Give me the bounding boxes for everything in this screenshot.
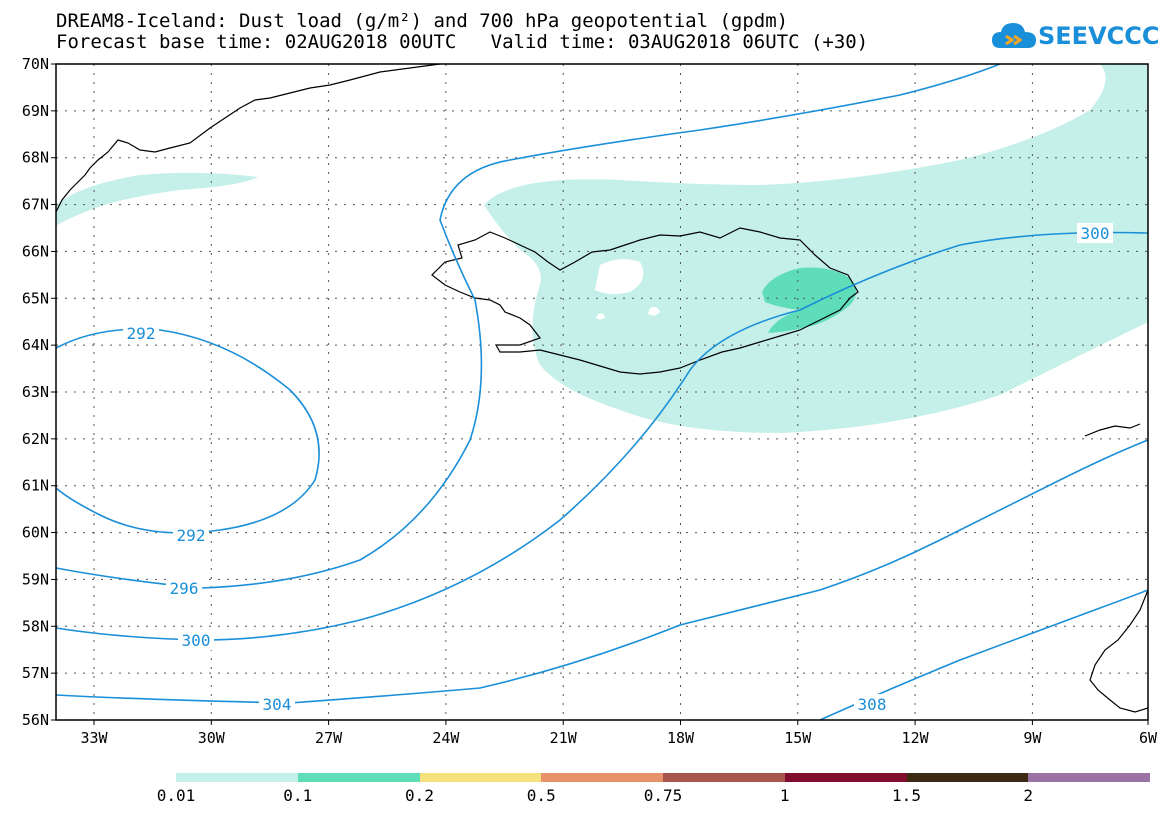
lat-label: 60N: [22, 524, 49, 542]
coast-greenland: [55, 63, 441, 213]
lon-label: 12W: [902, 729, 930, 747]
contour-label: 292: [123, 323, 159, 343]
lat-label: 58N: [22, 617, 49, 635]
colorbar-swatch: [297, 773, 420, 782]
colorbar-swatch: [663, 773, 785, 782]
lat-label: 64N: [22, 336, 49, 354]
colorbar-label: 0.75: [643, 786, 683, 805]
colorbar-swatch: [906, 773, 1029, 782]
contour-label-bg: [854, 694, 890, 714]
lon-label: 27W: [315, 729, 343, 747]
contour-label-text: 292: [127, 324, 156, 343]
colorbar-label: 2: [1023, 786, 1034, 805]
lat-label: 56N: [22, 711, 49, 729]
lon-label: 9W: [1023, 729, 1042, 747]
dust-gap-3: [596, 313, 605, 320]
contour-300: [55, 231, 1149, 641]
lat-label: 65N: [22, 289, 49, 307]
lon-label: 21W: [550, 729, 578, 747]
graticule: [56, 64, 1148, 720]
contour-label: 296: [166, 578, 202, 598]
contour-label-bg: [259, 694, 295, 714]
lon-label: 33W: [80, 729, 108, 747]
contour-label-bg: [178, 630, 214, 650]
lat-label: 57N: [22, 664, 49, 682]
colorbar-label: 0.01: [156, 786, 196, 805]
coast-faroe-norway: [1084, 423, 1149, 713]
lon-label: 24W: [432, 729, 460, 747]
colorbar-label: 0.1: [283, 786, 313, 805]
colorbar-swatch: [784, 773, 907, 782]
map-axes: 70N 69N 68N 67N 66N 65N 64N 63N 62N 61N 60N 59N 58N 5…: [22, 55, 1158, 747]
contour-label: 304: [259, 694, 295, 714]
contour-label-text: 300: [1081, 224, 1110, 243]
lat-label: 61N: [22, 477, 49, 495]
contour-label-bg: [173, 525, 209, 545]
colorbar-swatch: [1028, 773, 1150, 782]
lat-label: 66N: [22, 242, 49, 260]
lon-label: 15W: [784, 729, 812, 747]
contour-labels: 292 292 296 300 300 304 308: [123, 223, 1113, 714]
map-title-line2: Forecast base time: 02AUG2018 00UTC Vali…: [56, 31, 869, 53]
dust-shading: [56, 64, 1148, 433]
dust-area-main: [484, 64, 1148, 433]
colorbar: [176, 773, 1150, 782]
contour-label: 292: [173, 525, 209, 545]
contour-label-bg: [166, 578, 202, 598]
lat-label: 63N: [22, 383, 49, 401]
lon-label: 30W: [198, 729, 226, 747]
contour-292: [55, 328, 320, 534]
colorbar-label: 1.5: [892, 786, 921, 805]
contour-label-text: 292: [177, 526, 206, 545]
contour-label-bg: [123, 323, 159, 343]
lat-label: 67N: [22, 196, 49, 214]
contour-label: 300: [1077, 223, 1113, 243]
colorbar-swatch: [419, 773, 542, 782]
dust-gap-2: [648, 307, 660, 316]
lat-label: 70N: [22, 55, 49, 73]
lon-label: 18W: [667, 729, 695, 747]
colorbar-label: 1: [779, 786, 790, 805]
contour-label-text: 308: [858, 695, 887, 714]
coast-iceland: [431, 227, 859, 375]
contour-label-text: 300: [182, 631, 211, 650]
contour-label-text: 304: [263, 695, 292, 714]
contour-label: 300: [178, 630, 214, 650]
map-title-line1: DREAM8-Iceland: Dust load (g/m²) and 700…: [56, 10, 789, 32]
lat-label: 68N: [22, 149, 49, 167]
cloud-icon: [992, 23, 1036, 48]
lon-label: 6W: [1139, 729, 1158, 747]
logo-text: SEEVCCC: [1038, 22, 1160, 50]
lat-label: 69N: [22, 102, 49, 120]
contour-label: 308: [854, 694, 890, 714]
contour-296: [55, 63, 1001, 589]
colorbar-label: 0.2: [405, 786, 434, 805]
dust-gap-1: [595, 259, 644, 295]
colorbar-label: 0.5: [526, 786, 556, 805]
coastlines: [55, 63, 1149, 713]
dust-area-greenland: [56, 172, 258, 226]
seevccc-logo: SEEVCCC: [990, 16, 1170, 56]
dust-area-high: [762, 267, 856, 333]
lat-label: 59N: [22, 570, 49, 588]
colorbar-swatch: [176, 773, 298, 782]
contour-label-text: 296: [170, 579, 199, 598]
colorbar-swatch: [541, 773, 663, 782]
lat-label: 62N: [22, 430, 49, 448]
contour-label-bg: [1077, 223, 1113, 243]
